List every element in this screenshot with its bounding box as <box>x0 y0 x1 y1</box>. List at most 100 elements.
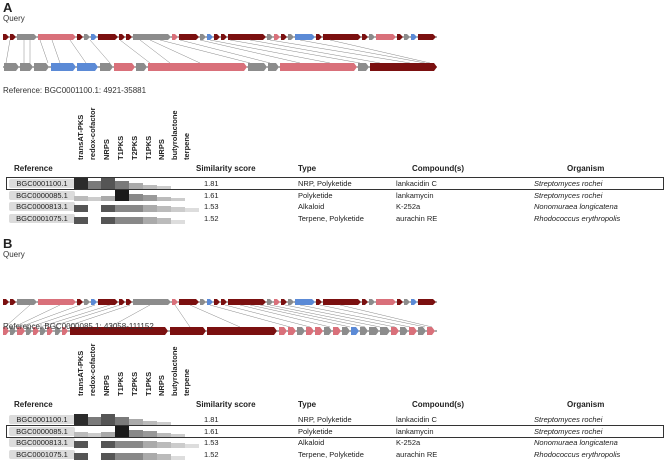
class-bar <box>74 431 88 437</box>
table-row[interactable]: BGC0000085.1 1.61 Polyketide lankamycin Stre… <box>6 424 664 438</box>
class-bar <box>129 419 143 425</box>
homology-connector <box>319 304 426 328</box>
gene-arrow <box>267 34 273 40</box>
class-bar <box>115 181 129 189</box>
header-compounds: Compound(s) <box>412 400 464 409</box>
class-bar <box>74 178 88 189</box>
gene-arrow <box>100 63 113 71</box>
gene-arrow <box>297 327 305 335</box>
gene-arrow <box>136 63 147 71</box>
homology-connector <box>189 304 241 328</box>
class-bar <box>101 205 115 212</box>
reference-link[interactable]: BGC0000813.1 <box>9 202 75 211</box>
gene-arrow <box>207 34 213 40</box>
class-bar <box>171 433 185 437</box>
gene-arrow <box>362 34 368 40</box>
class-bar <box>157 453 171 460</box>
class-bar <box>101 441 115 448</box>
header-type: Type <box>298 400 317 409</box>
gene-arrow <box>10 34 16 40</box>
col-head-terpene: terpene <box>182 132 191 160</box>
homology-connector <box>229 39 361 64</box>
gene-arrow <box>267 299 273 305</box>
gene-arrow <box>114 63 135 71</box>
col-head-terpene: terpene <box>182 368 191 396</box>
table-row[interactable]: BGC0000813.1 1.53 Alkaloid K-252a Nonomuraea… <box>7 201 663 212</box>
gene-arrow <box>369 327 379 335</box>
table-row[interactable]: BGC0001100.1 1.81 NRP, Polyketide lankacidi… <box>7 414 663 425</box>
reference-link[interactable]: BGC0001075.1 <box>9 213 75 223</box>
class-bar <box>129 429 143 437</box>
col-head-t2pks: T2PKS <box>130 371 139 396</box>
gene-arrow <box>38 299 76 305</box>
gene-arrow <box>207 299 213 305</box>
compound-cell: K-252a <box>396 202 421 211</box>
homology-connector <box>174 304 191 328</box>
similarity-cell: 1.61 <box>204 426 219 436</box>
table-row[interactable]: BGC0001075.1 1.52 Terpene, Polyketide aurac… <box>7 449 663 460</box>
col-head-redox-cofactor: redox-cofactor <box>88 343 97 396</box>
homology-connector <box>209 39 331 64</box>
class-bar <box>143 185 157 189</box>
reference-line: Reference: BGC0000085.1: 43058-111152 <box>3 322 154 331</box>
table-row[interactable]: BGC0001075.1 1.52 Terpene, Polyketide aurac… <box>7 213 663 224</box>
table-row[interactable]: BGC0001100.1 1.81 NRP, Polyketide lankacidi… <box>6 177 664 190</box>
gene-arrow <box>20 63 33 71</box>
reference-link[interactable]: BGC0001100.1 <box>9 179 75 188</box>
homology-connector <box>259 304 366 328</box>
type-cell: Terpene, Polyketide <box>298 449 364 459</box>
gene-arrow <box>214 299 220 305</box>
gene-arrow <box>369 299 375 305</box>
compound-class-bars <box>74 425 194 437</box>
homology-connector <box>39 39 49 64</box>
homology-connector <box>64 304 131 328</box>
compound-class-bars <box>74 189 194 201</box>
gene-arrow <box>358 63 369 71</box>
homology-connector <box>284 304 396 328</box>
class-bar <box>115 417 129 425</box>
homology-connector <box>4 304 31 328</box>
class-bar <box>74 205 88 212</box>
gene-arrow <box>279 327 287 335</box>
organism-cell: Streptomyces rochei <box>534 179 603 188</box>
class-bar <box>115 216 129 224</box>
gene-arrow <box>333 327 341 335</box>
gene-arrow <box>360 327 368 335</box>
similarity-cell: 1.52 <box>204 449 219 459</box>
header-similarity: Similarity score <box>196 164 256 173</box>
compound-cell: K-252a <box>396 438 421 447</box>
organism-cell: Nonomuraea longicatena <box>534 202 618 211</box>
col-head-nrps: NRPS <box>102 375 111 396</box>
gene-arrow <box>228 34 266 40</box>
compound-class-bars <box>74 178 194 189</box>
reference-link[interactable]: BGC0000813.1 <box>9 438 75 447</box>
compound-class-bars <box>74 414 194 425</box>
organism-cell: Nonomuraea longicatena <box>534 438 618 447</box>
gene-arrow <box>411 299 417 305</box>
reference-link[interactable]: BGC0000085.1 <box>9 190 75 200</box>
reference-link[interactable]: BGC0000085.1 <box>9 426 75 436</box>
reference-link[interactable]: BGC0001100.1 <box>9 415 75 424</box>
gene-arrow <box>281 34 287 40</box>
gene-arrow <box>91 299 97 305</box>
homology-connector <box>329 39 431 64</box>
class-bar <box>101 452 115 460</box>
class-bar <box>101 216 115 224</box>
type-cell: NRP, Polyketide <box>298 179 352 188</box>
table-row[interactable]: BGC0000813.1 1.53 Alkaloid K-252a Nonomuraea… <box>7 437 663 448</box>
class-bar <box>88 432 101 437</box>
table-row[interactable]: BGC0000085.1 1.61 Polyketide lankamycin Stre… <box>7 189 663 201</box>
gene-arrow <box>370 63 437 71</box>
type-cell: NRP, Polyketide <box>298 415 352 424</box>
gene-arrow <box>207 327 277 335</box>
homology-connector <box>139 39 171 64</box>
query-label: Query <box>3 250 25 259</box>
reference-link[interactable]: BGC0001075.1 <box>9 449 75 459</box>
gene-arrow <box>268 63 279 71</box>
homology-connector <box>69 39 87 64</box>
homology-connector <box>269 304 381 328</box>
gene-arrow <box>17 34 37 40</box>
compound-class-bars <box>74 213 194 224</box>
gene-arrow <box>306 327 314 335</box>
gene-arrow <box>288 34 294 40</box>
